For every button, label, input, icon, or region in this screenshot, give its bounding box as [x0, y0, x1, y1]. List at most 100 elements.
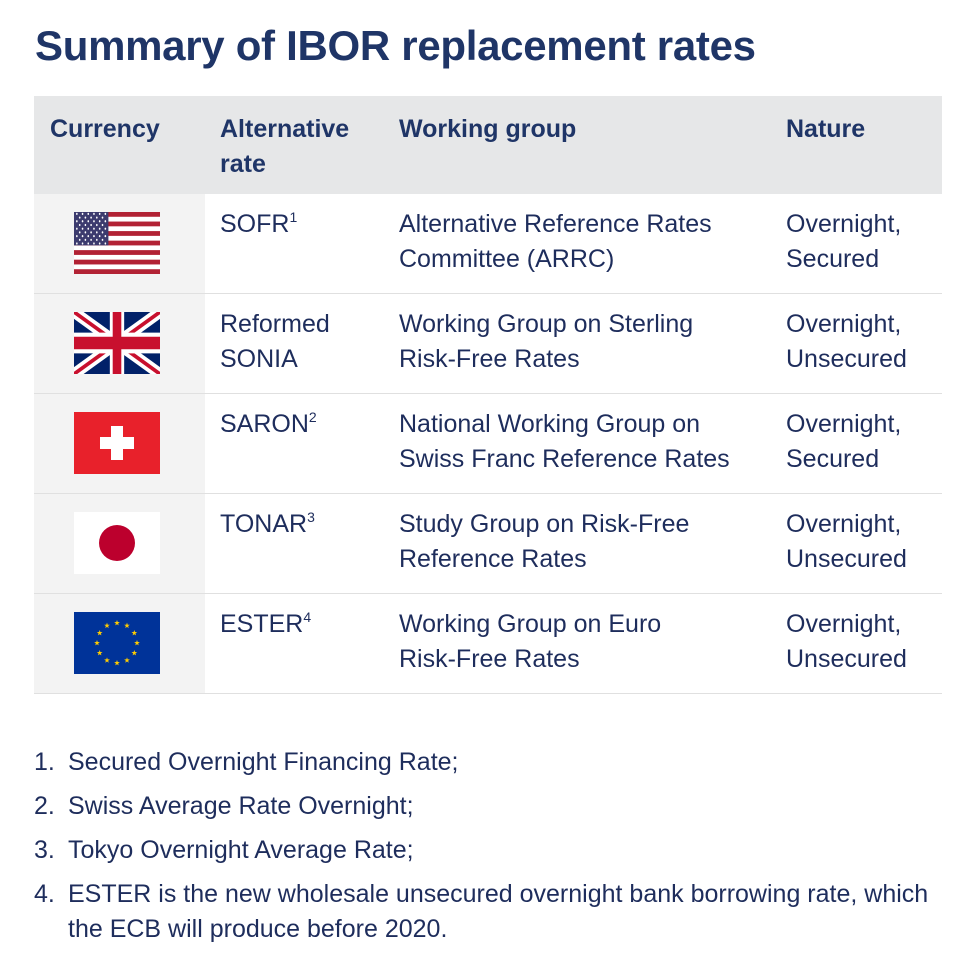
rate-cell: SARON2 — [220, 407, 385, 442]
header-rate-line2: rate — [220, 150, 266, 178]
star-icon — [87, 212, 90, 215]
star-icon — [131, 630, 138, 636]
star-icon — [131, 650, 138, 656]
rate-cell: ESTER4 — [220, 607, 385, 642]
eu-flag-icon — [74, 612, 160, 674]
star-icon — [104, 242, 107, 245]
footnote-ref: 2 — [308, 409, 317, 425]
footnote-text: Swiss Average Rate Overnight; — [68, 792, 414, 820]
flag-cell — [34, 394, 205, 493]
rates-table: Currency Alternative rate Working group … — [34, 96, 942, 694]
footnote-item: 4. ESTER is the new wholesale unsecured … — [34, 877, 934, 947]
footnote-item: 2. Swiss Average Rate Overnight; — [34, 789, 934, 824]
star-icon — [87, 242, 90, 245]
working-group-line1: Working Group on Sterling — [399, 310, 694, 338]
nature-line2: Secured — [786, 245, 880, 273]
footnote-text: ESTER is the new wholesale unsecured ove… — [68, 880, 929, 943]
nature-line1: Overnight, — [786, 610, 902, 638]
star-icon — [84, 238, 87, 241]
table-row: TONAR3 Study Group on Risk-Free Referenc… — [34, 494, 942, 594]
footnote-number: 3. — [34, 836, 55, 864]
star-icon — [93, 234, 95, 238]
rate-cell: Reformed SONIA — [220, 307, 385, 377]
nature-cell: Overnight, Unsecured — [786, 307, 942, 377]
nature-line1: Overnight, — [786, 410, 902, 438]
star-icon — [93, 227, 95, 230]
working-group-cell: National Working Group on Swiss Franc Re… — [399, 407, 779, 477]
nature-line1: Overnight, — [786, 210, 902, 238]
working-group-line2: Reference Rates — [399, 545, 587, 573]
working-group-line2: Committee (ARRC) — [399, 245, 615, 273]
star-icon — [95, 231, 98, 234]
rate-name: Reformed — [220, 310, 330, 338]
star-icon — [134, 640, 140, 646]
footnote-text: Tokyo Overnight Average Rate; — [68, 836, 414, 864]
nature-cell: Overnight, Unsecured — [786, 607, 942, 677]
star-icon — [90, 231, 92, 234]
star-icon — [124, 657, 130, 663]
rate-name: SOFR — [220, 210, 290, 238]
star-icon — [114, 620, 120, 626]
star-icon — [96, 650, 103, 656]
working-group-line1: Study Group on Risk-Free — [399, 510, 690, 538]
uk-flag-icon — [74, 312, 160, 374]
footnote-number: 2. — [34, 792, 55, 820]
nature-line2: Unsecured — [786, 345, 907, 373]
star-icon — [94, 640, 100, 646]
japan-flag-icon — [74, 512, 160, 574]
star-icon — [98, 220, 101, 223]
star-icon — [76, 234, 78, 238]
star-icon — [98, 242, 101, 245]
footnotes: 1. Secured Overnight Financing Rate; 2. … — [34, 745, 934, 956]
star-icon — [87, 227, 90, 230]
footnote-ref: 3 — [307, 509, 315, 525]
nature-cell: Overnight, Unsecured — [786, 507, 942, 577]
star-icon — [104, 622, 110, 629]
flag-cell — [34, 194, 205, 293]
working-group-line1: National Working Group on — [399, 410, 701, 438]
footnote-number: 4. — [34, 880, 55, 908]
star-icon — [98, 234, 101, 238]
star-icon — [93, 212, 95, 215]
flag-cell — [34, 494, 205, 593]
star-icon — [98, 227, 101, 230]
star-icon — [98, 212, 101, 215]
nature-line2: Unsecured — [786, 645, 907, 673]
star-icon — [81, 212, 84, 215]
footnote-ref: 1 — [289, 209, 298, 225]
header-currency: Currency — [50, 115, 160, 143]
working-group-line2: Risk-Free Rates — [399, 645, 580, 673]
working-group-line1: Working Group on Euro — [399, 610, 662, 638]
star-icon — [78, 231, 81, 234]
star-icon — [104, 657, 110, 663]
swiss-flag-icon — [74, 412, 160, 474]
nature-line1: Overnight, — [786, 310, 902, 338]
rate-cell: SOFR1 — [220, 207, 385, 242]
star-icon — [101, 216, 104, 219]
star-icon — [90, 238, 92, 241]
star-icon — [124, 622, 130, 629]
working-group-cell: Study Group on Risk-Free Reference Rates — [399, 507, 779, 577]
working-group-line2: Swiss Franc Reference Rates — [399, 445, 730, 473]
working-group-cell: Working Group on Euro Risk-Free Rates — [399, 607, 779, 677]
star-icon — [84, 216, 87, 219]
star-icon — [104, 227, 107, 230]
nature-line2: Unsecured — [786, 545, 907, 573]
footnote-item: 3. Tokyo Overnight Average Rate; — [34, 833, 934, 868]
star-icon — [76, 227, 78, 230]
star-icon — [81, 227, 84, 230]
star-icon — [93, 242, 95, 245]
star-icon — [81, 220, 84, 223]
nature-line1: Overnight, — [786, 510, 902, 538]
star-icon — [76, 212, 78, 215]
star-icon — [84, 231, 87, 234]
star-icon — [104, 220, 107, 223]
working-group-line1: Alternative Reference Rates — [399, 210, 712, 238]
star-icon — [87, 234, 90, 238]
star-icon — [78, 223, 81, 227]
rate-name: SARON — [220, 410, 309, 438]
star-icon — [78, 238, 81, 241]
rate-name: TONAR — [220, 510, 308, 538]
star-icon — [95, 216, 98, 219]
table-row: SARON2 National Working Group on Swiss F… — [34, 394, 942, 494]
